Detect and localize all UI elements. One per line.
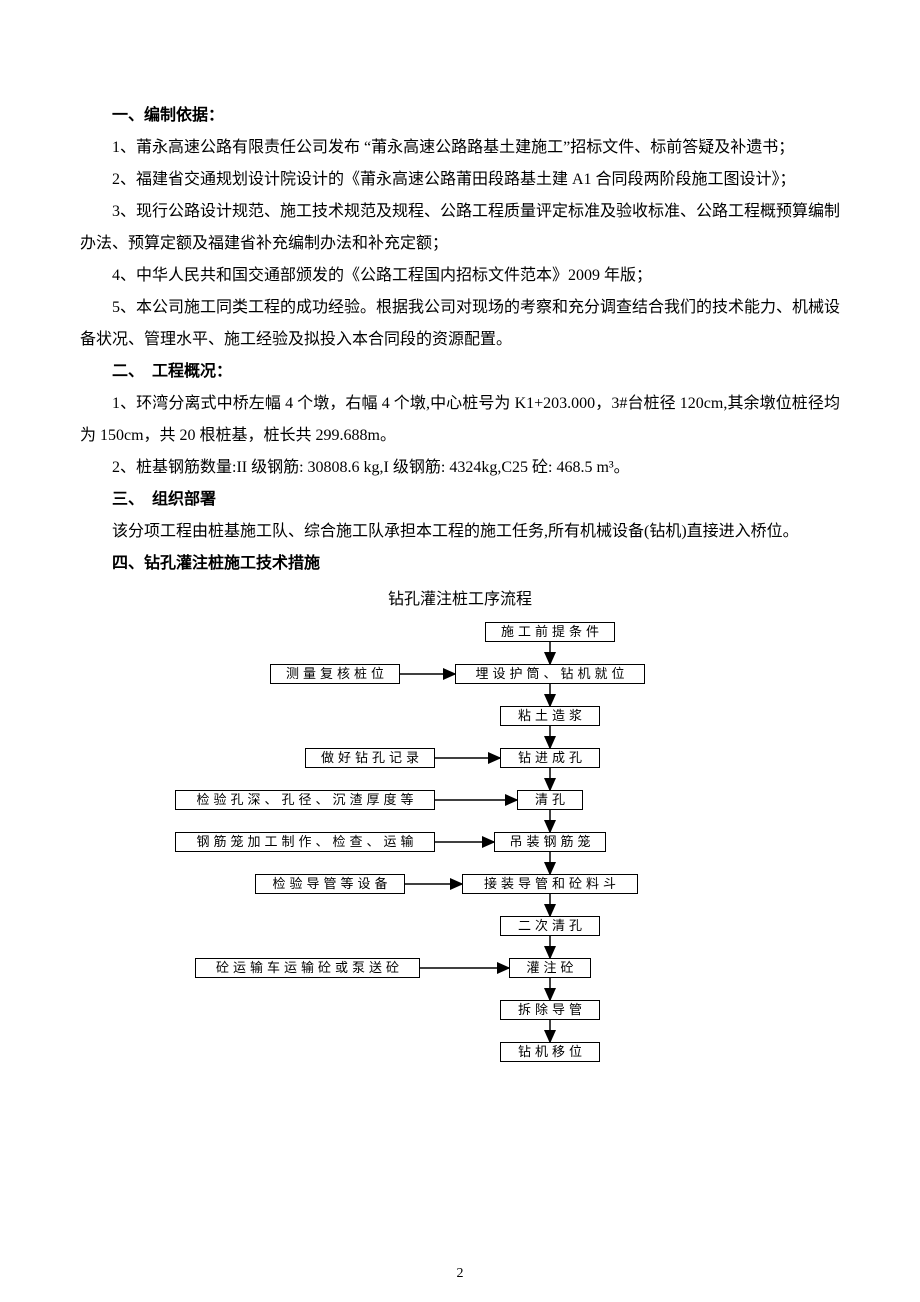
flow-node-n5b: 清孔 (517, 790, 583, 810)
flow-node-n9a: 砼运输车运输砼或泵送砼 (195, 958, 420, 978)
section-1-p1: 1、莆永高速公路有限责任公司发布 “莆永高速公路路基土建施工”招标文件、标前答疑… (80, 132, 840, 164)
section-2-p1: 1、环湾分离式中桥左幅 4 个墩，右幅 4 个墩,中心桩号为 K1+203.00… (80, 388, 840, 452)
flow-node-n1: 施工前提条件 (485, 622, 615, 642)
section-4-heading: 四、钻孔灌注桩施工技术措施 (80, 548, 840, 580)
flow-node-n4b: 钻进成孔 (500, 748, 600, 768)
flow-node-n7a: 检验导管等设备 (255, 874, 405, 894)
flow-node-n2b: 埋设护筒、钻机就位 (455, 664, 645, 684)
flow-node-n7b: 接装导管和砼料斗 (462, 874, 638, 894)
flow-node-n10: 拆除导管 (500, 1000, 600, 1020)
flow-node-n9b: 灌注砼 (509, 958, 591, 978)
flowchart-title: 钻孔灌注桩工序流程 (80, 584, 840, 616)
section-1-p5: 5、本公司施工同类工程的成功经验。根据我公司对现场的考察和充分调查结合我们的技术… (80, 292, 840, 356)
flowchart: 施工前提条件测量复核桩位 埋设护筒、钻机就位粘土造浆做好钻孔记录 钻进成孔检验孔深、… (80, 622, 840, 1052)
section-1-p3: 3、现行公路设计规范、施工技术规范及规程、公路工程质量评定标准及验收标准、公路工… (80, 196, 840, 260)
flow-node-n11: 钻机移位 (500, 1042, 600, 1062)
section-1-p2: 2、福建省交通规划设计院设计的《莆永高速公路莆田段路基土建 A1 合同段两阶段施… (80, 164, 840, 196)
flow-node-n6b: 吊装钢筋笼 (494, 832, 606, 852)
flow-node-n2a: 测量复核桩位 (270, 664, 400, 684)
flow-node-n4a: 做好钻孔记录 (305, 748, 435, 768)
document-page: 一、编制依据： 1、莆永高速公路有限责任公司发布 “莆永高速公路路基土建施工”招… (0, 0, 920, 1302)
section-2-heading: 二、 工程概况： (80, 356, 840, 388)
section-1-p4: 4、中华人民共和国交通部颁发的《公路工程国内招标文件范本》2009 年版； (80, 260, 840, 292)
flow-node-n5a: 检验孔深、孔径、沉渣厚度等 (175, 790, 435, 810)
page-number: 2 (0, 1266, 920, 1282)
flow-node-n3: 粘土造浆 (500, 706, 600, 726)
section-3-heading: 三、 组织部署 (80, 484, 840, 516)
section-3-p1: 该分项工程由桩基施工队、综合施工队承担本工程的施工任务,所有机械设备(钻机)直接… (80, 516, 840, 548)
flow-node-n8: 二次清孔 (500, 916, 600, 936)
flow-node-n6a: 钢筋笼加工制作、检查、运输 (175, 832, 435, 852)
section-2-p2: 2、桩基钢筋数量:II 级钢筋: 30808.6 kg,I 级钢筋: 4324k… (80, 452, 840, 484)
section-1-heading: 一、编制依据： (80, 100, 840, 132)
